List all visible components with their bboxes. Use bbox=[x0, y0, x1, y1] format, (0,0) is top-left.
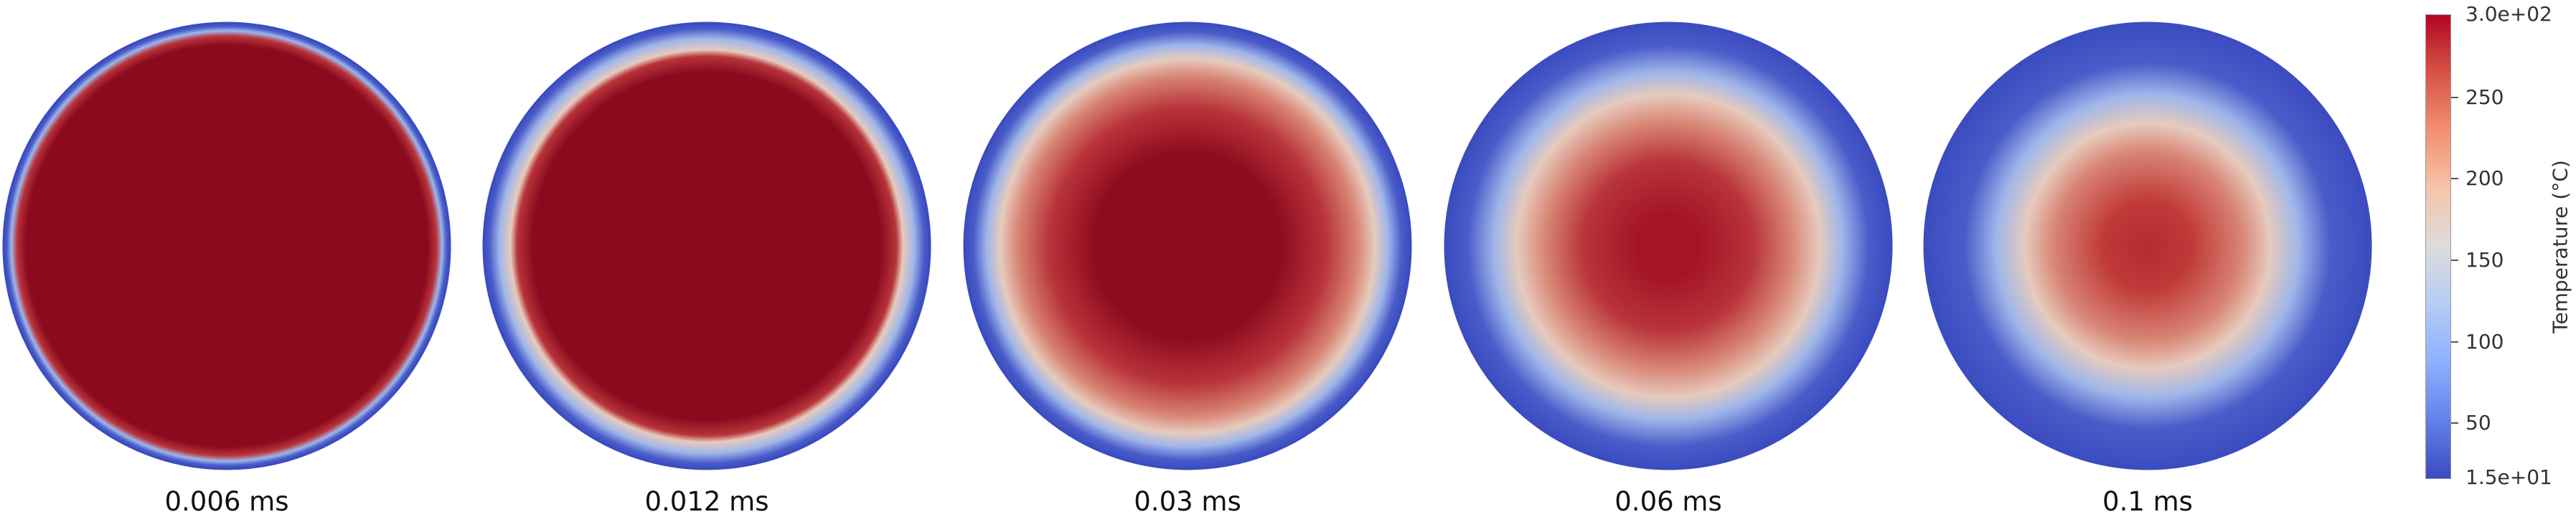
temperature-disk bbox=[1444, 22, 1893, 470]
temperature-field bbox=[482, 22, 931, 470]
colorbar-max-label: 3.0e+02 bbox=[2465, 2, 2552, 26]
temperature-field bbox=[1923, 22, 2372, 470]
colorbar-tick-label: 50 bbox=[2465, 411, 2491, 435]
temperature-disk bbox=[482, 22, 931, 470]
temperature-disk bbox=[963, 22, 1412, 470]
colorbar-tick bbox=[2451, 260, 2458, 261]
colorbar-min-label: 1.5e+01 bbox=[2465, 465, 2552, 489]
time-label: 0.012 ms bbox=[644, 486, 769, 517]
colorbar-tick-label: 100 bbox=[2465, 330, 2504, 353]
temperature-field bbox=[2, 22, 451, 470]
snapshot-1 bbox=[482, 22, 931, 470]
temperature-field bbox=[963, 22, 1412, 470]
temperature-disk bbox=[2, 22, 451, 470]
colorbar bbox=[2425, 14, 2451, 479]
colorbar-tick-label: 200 bbox=[2465, 166, 2504, 190]
snapshot-2 bbox=[963, 22, 1412, 470]
temperature-disk bbox=[1923, 22, 2372, 470]
colorbar-tick bbox=[2451, 341, 2458, 343]
time-label: 0.006 ms bbox=[164, 486, 289, 517]
colorbar-tick bbox=[2451, 178, 2458, 179]
time-label: 0.06 ms bbox=[1614, 486, 1722, 517]
snapshot-0 bbox=[2, 22, 451, 470]
time-label: 0.1 ms bbox=[2102, 486, 2193, 517]
colorbar-title: Temperature (°C) bbox=[2548, 160, 2572, 333]
snapshot-3 bbox=[1444, 22, 1893, 470]
colorbar-tick-label: 150 bbox=[2465, 248, 2504, 272]
temperature-field bbox=[1444, 22, 1893, 470]
time-label: 0.03 ms bbox=[1134, 486, 1241, 517]
colorbar-tick-label: 250 bbox=[2465, 85, 2504, 109]
colorbar-tick bbox=[2451, 97, 2458, 98]
snapshot-4 bbox=[1923, 22, 2372, 470]
colorbar-tick bbox=[2451, 422, 2458, 424]
